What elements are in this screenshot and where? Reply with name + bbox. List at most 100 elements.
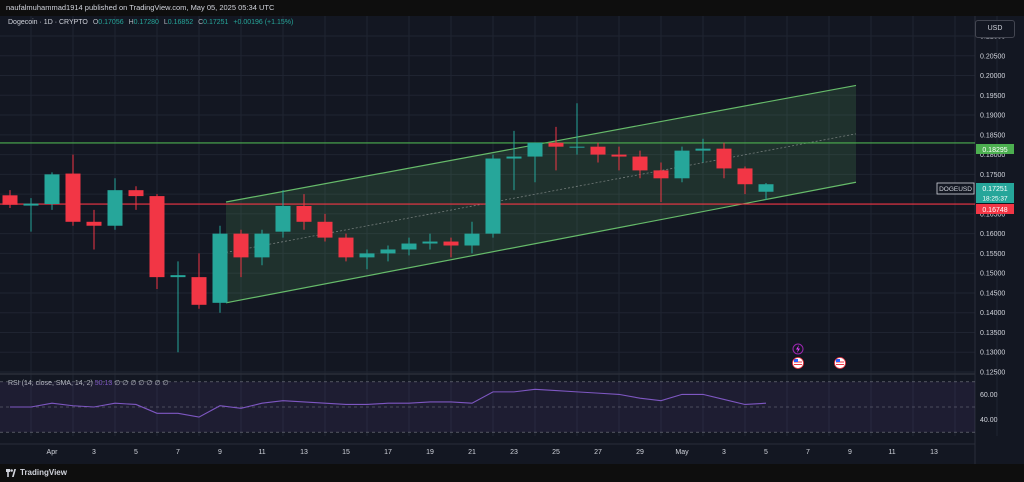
candle: [590, 142, 606, 163]
time-axis[interactable]: Apr 3 5 7 9 11 13 15 17 19 21 23 25 27 29 May 3 5 7 9 11 13: [47, 449, 938, 456]
rsi-extras: ∅ ∅ ∅ ∅ ∅ ∅ ∅: [114, 380, 169, 387]
symbol-tag: DOGEUSD: [939, 186, 972, 193]
candle: [548, 126, 564, 171]
candle: [653, 162, 669, 203]
published-text: naufalmuhammad1914 published on TradingV…: [6, 3, 275, 12]
high-value: 0.17280: [133, 19, 159, 26]
lower-line-tag: 0.16748: [982, 207, 1007, 214]
candle-body: [443, 241, 459, 246]
low-key: L: [163, 19, 168, 26]
rsi-value: 50.13: [94, 380, 113, 387]
price-tick-label: 0.16500: [980, 211, 1005, 218]
price-tags: DOGEUSD 0.17251 18:25:37 0.18295 0.16748: [936, 144, 1014, 214]
time-tick-label: 27: [594, 449, 602, 456]
candle-body: [758, 184, 774, 192]
rsi-label: RSI (14, close, SMA, 14, 2): [8, 380, 93, 387]
event-markers[interactable]: [792, 343, 846, 369]
time-tick-label: 29: [636, 449, 644, 456]
candle-body: [296, 205, 312, 222]
time-tick-label: 9: [218, 449, 222, 456]
time-tick-label: 5: [134, 449, 138, 456]
candle: [338, 233, 354, 262]
candle-body: [233, 233, 249, 258]
candle: [443, 237, 459, 258]
symbol-legend[interactable]: Dogecoin · 1D · CRYPTO O0.17056 H0.17280…: [8, 19, 293, 26]
rsi-line: [10, 388, 767, 418]
candle-body: [170, 275, 186, 278]
price-tick-label: 0.19500: [980, 93, 1005, 100]
time-tick-label: 13: [930, 449, 938, 456]
candle: [191, 253, 207, 309]
candle: [695, 138, 711, 163]
channel-fill: [226, 85, 856, 303]
candle: [359, 249, 375, 270]
time-tick-label: 19: [426, 449, 434, 456]
price-tick-label: 0.19000: [980, 113, 1005, 120]
parallel-channel[interactable]: [225, 84, 857, 304]
candle-body: [149, 196, 165, 278]
candle: [527, 142, 543, 183]
time-tick-label: 17: [384, 449, 392, 456]
candle: [716, 142, 732, 179]
candle-body: [611, 154, 627, 157]
price-tick-label: 0.13000: [980, 350, 1005, 357]
price-tick-label: 0.20500: [980, 53, 1005, 60]
time-tick-label: 7: [176, 449, 180, 456]
candle: [275, 190, 291, 238]
candle: [464, 221, 480, 254]
candle-body: [569, 146, 585, 148]
close-value: 0.17251: [203, 19, 229, 26]
currency-button[interactable]: USD: [975, 20, 1015, 38]
candle: [317, 213, 333, 242]
candle: [86, 209, 102, 250]
price-tick-label: 0.15500: [980, 251, 1005, 258]
time-tick-label: May: [675, 449, 689, 456]
time-tick-label: 13: [300, 449, 308, 456]
candle: [65, 154, 81, 226]
candle-body: [212, 233, 228, 303]
last-price-tag: 0.17251: [982, 186, 1007, 193]
last-price-tag-box: [976, 183, 1014, 203]
candle-body: [86, 221, 102, 226]
price-tick-label: 0.15000: [980, 271, 1005, 278]
candle-body: [527, 142, 543, 157]
us-flag-icon[interactable]: [834, 357, 846, 369]
price-tick-label: 0.13500: [980, 330, 1005, 337]
candle: [611, 146, 627, 171]
footer-brand: TradingView: [20, 468, 67, 477]
change-value: +0.00196 (+1.15%): [233, 19, 294, 26]
tradingview-logo-icon: [6, 469, 16, 477]
high-key: H: [128, 19, 134, 26]
close-key: C: [198, 19, 204, 26]
time-tick-label: 11: [888, 449, 895, 456]
candle-body: [338, 237, 354, 258]
chart-background: [0, 16, 1024, 464]
open-key: O: [92, 19, 99, 26]
lightning-icon[interactable]: [792, 343, 804, 355]
candle: [170, 261, 186, 353]
candle-body: [191, 277, 207, 305]
channel-lower-line[interactable]: [225, 181, 857, 304]
time-tick-label: 5: [764, 449, 768, 456]
candle-body: [128, 190, 144, 197]
upper-line-tag-box: [976, 144, 1014, 154]
publish-bar: naufalmuhammad1914 published on TradingV…: [0, 0, 1024, 16]
price-tick-label: 0.16000: [980, 231, 1005, 238]
candle-body: [254, 233, 270, 258]
time-tick-label: 15: [342, 449, 350, 456]
candle: [485, 154, 501, 238]
candle-body: [590, 146, 606, 155]
candle-body: [632, 156, 648, 171]
candle-body: [548, 142, 564, 147]
candle: [23, 198, 39, 232]
low-value: 0.16852: [167, 19, 194, 26]
open-value: 0.17056: [98, 19, 124, 26]
rsi-legend[interactable]: RSI (14, close, SMA, 14, 2) 50.13 ∅ ∅ ∅ …: [8, 379, 169, 387]
candle: [44, 172, 60, 210]
rsi-tick-label: 40.00: [980, 417, 998, 424]
us-flag-icon[interactable]: [792, 357, 804, 369]
candle-body: [2, 195, 18, 205]
time-tick-label: Apr: [47, 449, 59, 456]
time-tick-label: 3: [722, 449, 726, 456]
